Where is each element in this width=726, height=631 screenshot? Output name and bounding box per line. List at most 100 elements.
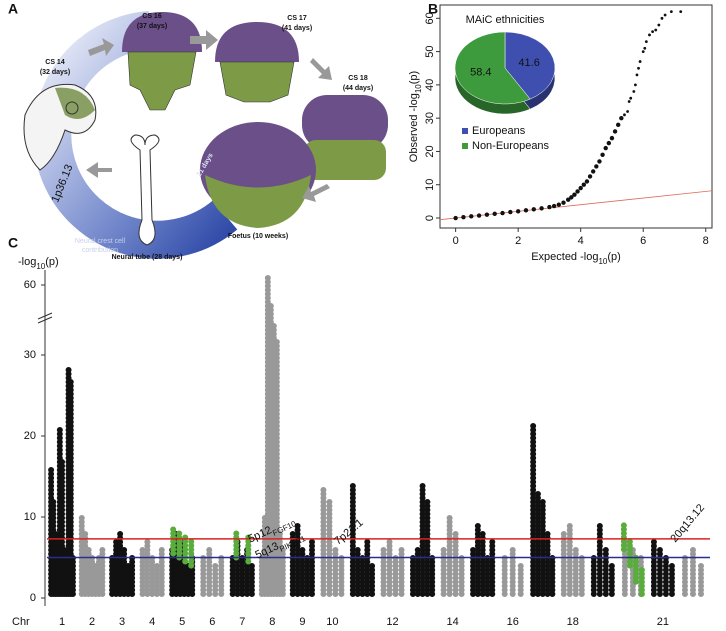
chromosome-label: 21 xyxy=(657,616,669,628)
chromosome-label: 12 xyxy=(386,616,398,628)
point xyxy=(600,152,605,157)
point xyxy=(643,46,647,50)
point xyxy=(641,50,645,53)
qq-frame xyxy=(439,4,713,229)
point xyxy=(539,206,544,211)
label-part: 10 xyxy=(414,84,423,93)
diagram-art xyxy=(23,11,388,259)
y-tick-label: 60 xyxy=(424,12,436,24)
chromosome-label: 3 xyxy=(119,616,125,628)
point xyxy=(587,174,593,179)
point xyxy=(500,210,505,216)
point xyxy=(644,40,648,44)
point xyxy=(627,100,631,103)
point xyxy=(581,182,587,187)
chromosome-label: 7 xyxy=(239,616,245,628)
point xyxy=(657,23,661,27)
point xyxy=(476,213,482,218)
pie-value: 58.4 xyxy=(470,67,491,79)
point xyxy=(590,169,596,174)
point xyxy=(654,28,658,32)
label-part: (p) xyxy=(45,256,58,268)
stage-age: (44 days) xyxy=(343,85,373,92)
point xyxy=(461,214,466,220)
chromosome-label: 18 xyxy=(567,616,579,628)
chromosome-label: 2 xyxy=(89,616,95,628)
point xyxy=(606,140,612,146)
y-tick-label: 20 xyxy=(424,145,436,157)
neural-crest: Neural crest cell xyxy=(75,238,126,245)
stage-age: (41 days) xyxy=(282,25,312,32)
y-tick-label: 10 xyxy=(24,511,36,523)
point xyxy=(565,197,571,202)
label-part: Observed -log xyxy=(408,93,420,162)
point xyxy=(660,16,664,20)
y-tick-label: 10 xyxy=(424,179,436,191)
axis-break xyxy=(37,312,53,320)
point xyxy=(531,207,536,212)
x-tick-label: 6 xyxy=(640,235,646,247)
label-part: (p) xyxy=(607,251,620,263)
stage-label: CS 14 xyxy=(45,59,65,66)
x-tick-label: 4 xyxy=(578,235,584,247)
y-tick-label: 30 xyxy=(424,112,436,124)
chromosome-label: 9 xyxy=(299,616,305,628)
point xyxy=(484,212,490,217)
chromosome-label: 5 xyxy=(179,616,185,628)
chromosome-label: 10 xyxy=(326,616,338,628)
point xyxy=(575,189,580,194)
point xyxy=(648,33,651,37)
point xyxy=(634,83,637,87)
chromosome-label: 1 xyxy=(59,616,65,628)
point xyxy=(603,145,608,151)
point xyxy=(597,159,602,164)
label-part: Expected -log xyxy=(531,251,598,263)
chromosome-label: 6 xyxy=(209,616,215,628)
label: Observed -log10(p) xyxy=(408,71,423,162)
pie-value: 41.6 xyxy=(518,57,539,69)
chromosome-label: 8 xyxy=(269,616,275,628)
point xyxy=(635,73,639,77)
legend-swatch xyxy=(462,143,468,149)
point xyxy=(651,30,654,34)
pie-title: MAiC ethnicities xyxy=(466,14,545,26)
stage-age: (37 days) xyxy=(137,23,167,30)
panel-label: B xyxy=(428,1,438,17)
point xyxy=(469,214,474,219)
point xyxy=(669,10,673,14)
point xyxy=(572,192,577,197)
embryo-cs14 xyxy=(23,83,97,171)
foetus-label: Foetus (10 weeks) xyxy=(228,233,288,240)
arrows xyxy=(86,30,332,202)
chromosome-label: 16 xyxy=(507,616,519,628)
legend-label: Europeans xyxy=(472,125,526,137)
locus-annotation: 7p21.1 xyxy=(332,517,365,548)
point xyxy=(561,200,566,205)
stage-label: CS 17 xyxy=(287,15,307,22)
x-tick-label: 0 xyxy=(453,235,459,247)
label: Expected -log10(p) xyxy=(531,251,621,266)
head-foetus xyxy=(200,122,316,228)
head-cs16 xyxy=(122,12,202,111)
point xyxy=(515,209,521,214)
point xyxy=(623,113,626,117)
legend-label: Non-Europeans xyxy=(472,140,550,152)
point xyxy=(632,90,636,93)
stage-label: CS 18 xyxy=(348,75,368,82)
y-tick-label: 20 xyxy=(24,430,36,442)
legend-swatch xyxy=(462,128,468,134)
point xyxy=(637,66,640,70)
y-tick-label: 30 xyxy=(24,349,36,361)
chromosome-label: 14 xyxy=(446,616,458,628)
label: -log10(p) xyxy=(18,256,59,271)
head-cs17 xyxy=(215,22,299,103)
x-axis-label: Chr xyxy=(12,616,30,628)
label-part: 10 xyxy=(598,257,607,266)
y-tick-label: 50 xyxy=(424,45,436,57)
label-part: 10 xyxy=(36,262,45,271)
y-tick-label: 0 xyxy=(30,592,36,604)
point xyxy=(453,215,458,221)
point xyxy=(523,208,529,213)
